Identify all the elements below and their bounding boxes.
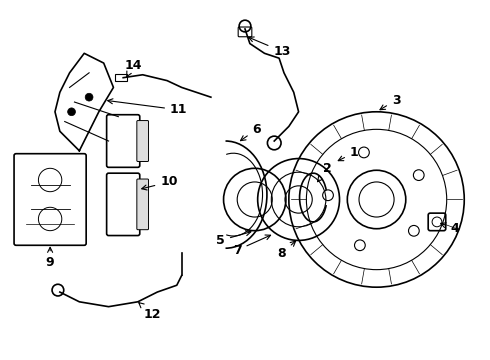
Text: 4: 4 <box>441 222 459 235</box>
FancyBboxPatch shape <box>137 121 148 162</box>
Text: 7: 7 <box>233 235 270 257</box>
Circle shape <box>68 108 75 116</box>
Circle shape <box>85 93 93 101</box>
Text: 5: 5 <box>216 231 251 247</box>
Text: 9: 9 <box>46 247 54 269</box>
Text: 10: 10 <box>142 175 178 190</box>
Text: 14: 14 <box>124 59 142 77</box>
Text: 11: 11 <box>108 99 188 116</box>
Text: 12: 12 <box>139 303 161 321</box>
Text: 13: 13 <box>249 37 291 58</box>
Text: 6: 6 <box>241 123 261 141</box>
FancyBboxPatch shape <box>137 179 148 230</box>
Text: 3: 3 <box>380 94 400 110</box>
Text: 8: 8 <box>278 241 295 260</box>
Text: 2: 2 <box>318 162 332 182</box>
Text: 1: 1 <box>338 146 359 161</box>
